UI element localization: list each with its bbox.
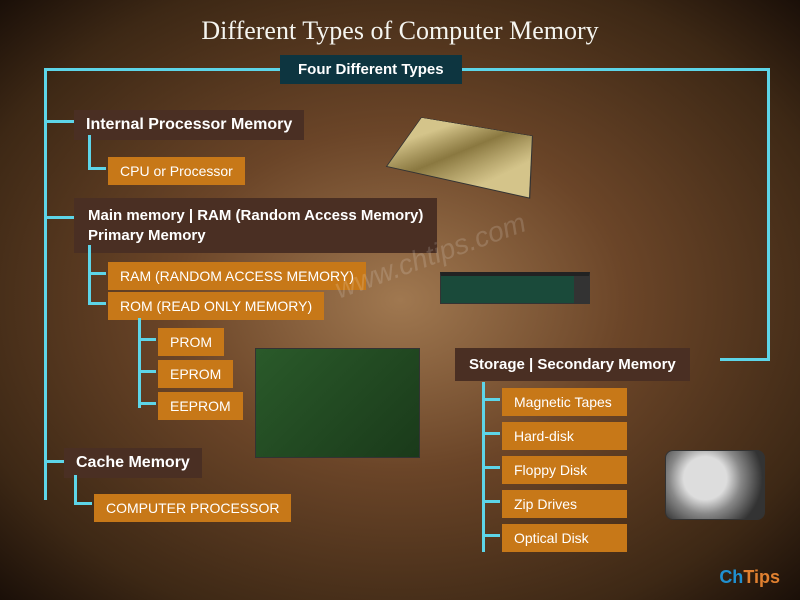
conn-top-left	[44, 68, 280, 71]
ram-stick-image	[440, 272, 590, 304]
conn-prom	[138, 338, 156, 341]
node-cache-sub: COMPUTER PROCESSOR	[94, 494, 291, 522]
conn-rom	[88, 245, 106, 305]
main-memory-line2: Primary Memory	[88, 226, 423, 246]
conn-cache-sub	[74, 475, 92, 505]
conn-main	[44, 216, 74, 219]
node-harddisk: Hard-disk	[502, 422, 627, 450]
circuit-image	[255, 348, 420, 458]
conn-optical	[482, 534, 500, 537]
node-cpu: CPU or Processor	[108, 157, 245, 185]
node-cache: Cache Memory	[64, 448, 202, 478]
logo-part2: Tips	[743, 567, 780, 587]
conn-harddisk	[482, 432, 500, 435]
node-zip: Zip Drives	[502, 490, 627, 518]
rom-subtrunk	[138, 318, 141, 408]
node-rom: ROM (READ ONLY MEMORY)	[108, 292, 324, 320]
conn-magnetic	[482, 398, 500, 401]
conn-floppy	[482, 466, 500, 469]
node-internal-processor: Internal Processor Memory	[74, 110, 304, 140]
node-eeprom: EEPROM	[158, 392, 243, 420]
node-ram: RAM (RANDOM ACCESS MEMORY)	[108, 262, 366, 290]
page-title: Different Types of Computer Memory	[0, 0, 800, 46]
node-floppy: Floppy Disk	[502, 456, 627, 484]
logo: ChTips	[719, 567, 780, 588]
conn-top-right	[450, 68, 770, 71]
trunk-right	[767, 68, 770, 361]
conn-internal	[44, 120, 74, 123]
node-prom: PROM	[158, 328, 224, 356]
conn-cpu	[88, 135, 106, 170]
conn-eeprom	[138, 402, 156, 405]
conn-cache	[44, 460, 64, 463]
logo-part1: Ch	[719, 567, 743, 587]
hdd-image	[665, 450, 765, 520]
node-eprom: EPROM	[158, 360, 233, 388]
node-optical: Optical Disk	[502, 524, 627, 552]
subtitle-box: Four Different Types	[280, 55, 462, 84]
diagram-container: Different Types of Computer Memory Four …	[0, 0, 800, 600]
node-main-memory: Main memory | RAM (Random Access Memory)…	[74, 198, 437, 253]
main-memory-line1: Main memory | RAM (Random Access Memory)	[88, 206, 423, 226]
node-storage: Storage | Secondary Memory	[455, 348, 690, 381]
cpu-chip-image	[386, 117, 533, 199]
conn-eprom	[138, 370, 156, 373]
trunk-left	[44, 68, 47, 500]
conn-right-storage	[720, 358, 770, 361]
node-magnetic: Magnetic Tapes	[502, 388, 627, 416]
conn-zip	[482, 500, 500, 503]
